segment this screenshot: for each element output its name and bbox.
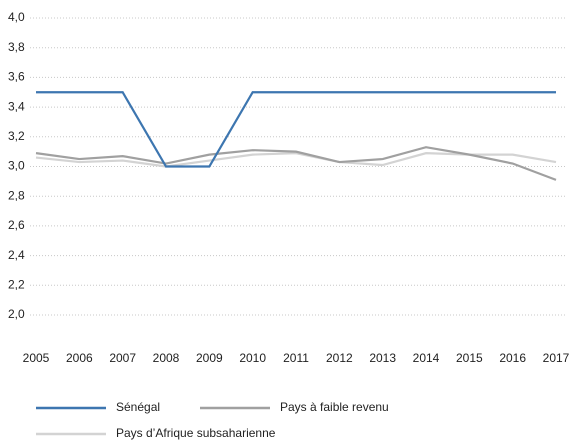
x-tick-label: 2014	[413, 351, 440, 365]
legend-label: Pays d’Afrique subsaharienne	[116, 426, 276, 440]
y-tick-label: 4,0	[8, 10, 25, 24]
x-tick-label: 2011	[283, 351, 309, 365]
x-tick-label: 2012	[326, 351, 353, 365]
x-tick-label: 2017	[543, 351, 570, 365]
x-tick-label: 2005	[23, 351, 50, 365]
y-tick-label: 3,2	[8, 129, 25, 143]
legend-label: Sénégal	[116, 400, 160, 414]
x-tick-label: 2013	[369, 351, 396, 365]
x-tick-label: 2007	[109, 351, 136, 365]
x-tick-label: 2009	[196, 351, 223, 365]
y-tick-label: 2,6	[8, 218, 25, 232]
x-tick-label: 2010	[239, 351, 266, 365]
x-tick-label: 2015	[456, 351, 483, 365]
series-line	[36, 91, 556, 168]
x-tick-label: 2016	[499, 351, 526, 365]
y-tick-label: 2,8	[8, 188, 25, 202]
x-tick-label: 2008	[153, 351, 180, 365]
series-line	[35, 152, 557, 168]
y-tick-label: 3,8	[8, 40, 25, 54]
y-tick-label: 2,2	[8, 277, 25, 291]
legend-label: Pays à faible revenu	[280, 400, 389, 414]
y-tick-label: 3,6	[8, 70, 25, 84]
series-line	[35, 146, 557, 181]
y-tick-label: 3,0	[8, 159, 25, 173]
x-tick-label: 2006	[66, 351, 93, 365]
y-tick-label: 2,0	[8, 307, 25, 321]
y-tick-label: 3,4	[8, 99, 25, 113]
y-tick-label: 2,4	[8, 248, 25, 262]
